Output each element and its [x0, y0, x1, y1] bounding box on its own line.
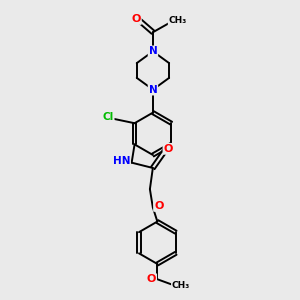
Text: O: O [147, 274, 156, 284]
Text: Cl: Cl [103, 112, 114, 122]
Text: O: O [164, 144, 173, 154]
Text: CH₃: CH₃ [172, 281, 190, 290]
Text: CH₃: CH₃ [169, 16, 187, 25]
Text: N: N [148, 85, 157, 94]
Text: HN: HN [112, 156, 130, 166]
Text: O: O [154, 201, 164, 211]
Text: O: O [131, 14, 141, 24]
Text: N: N [148, 46, 157, 56]
